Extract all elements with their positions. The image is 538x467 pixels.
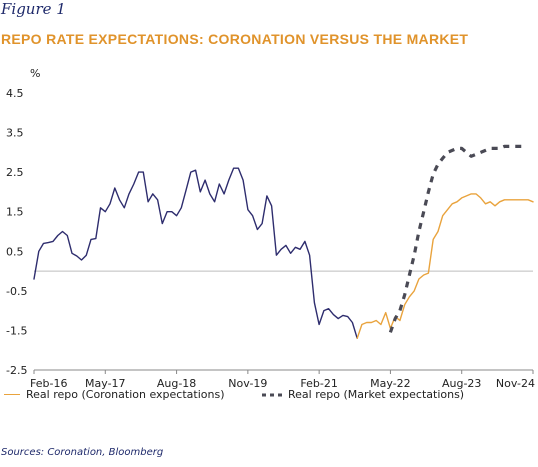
x-tick-label: Aug-23 — [442, 377, 481, 390]
legend-coronation: Real repo (Coronation expectations) — [4, 388, 225, 401]
series-market-expectations — [388, 144, 524, 333]
sources-note: Sources: Coronation, Bloomberg — [1, 447, 164, 458]
legend-market: Real repo (Market expectations) — [262, 388, 464, 401]
chart-title: REPO RATE EXPECTATIONS: CORONATION VERSU… — [1, 31, 469, 47]
figure-label: Figure 1 — [1, 0, 66, 18]
y-tick-label: 1.5 — [6, 206, 24, 219]
legend-market-swatch — [262, 393, 282, 396]
y-tick-label: -2.5 — [6, 364, 27, 377]
series-coronation-expectations — [356, 193, 534, 339]
y-tick-label: 2.5 — [6, 166, 24, 179]
legend-coronation-label: Real repo (Coronation expectations) — [26, 388, 225, 401]
y-tick-label: 4.5 — [6, 87, 24, 100]
x-tick-label: Feb-21 — [300, 377, 337, 390]
x-tick-label: Aug-18 — [157, 377, 196, 390]
x-tick-label: May-17 — [85, 377, 126, 390]
y-tick-label: 3.5 — [6, 127, 24, 140]
y-unit-label: % — [30, 67, 41, 80]
x-tick-label: Feb-16 — [30, 377, 67, 390]
y-tick-label: -1.5 — [6, 324, 27, 337]
legend-coronation-swatch — [4, 394, 20, 395]
legend-market-label: Real repo (Market expectations) — [288, 388, 465, 401]
x-tick-label: Nov-24 — [496, 377, 535, 390]
x-tick-label: Nov-19 — [228, 377, 267, 390]
x-tick-label: May-22 — [370, 377, 411, 390]
y-tick-label: 0.5 — [6, 245, 24, 258]
y-tick-label: -0.5 — [6, 285, 27, 298]
series-historical-real-repo — [33, 167, 358, 339]
